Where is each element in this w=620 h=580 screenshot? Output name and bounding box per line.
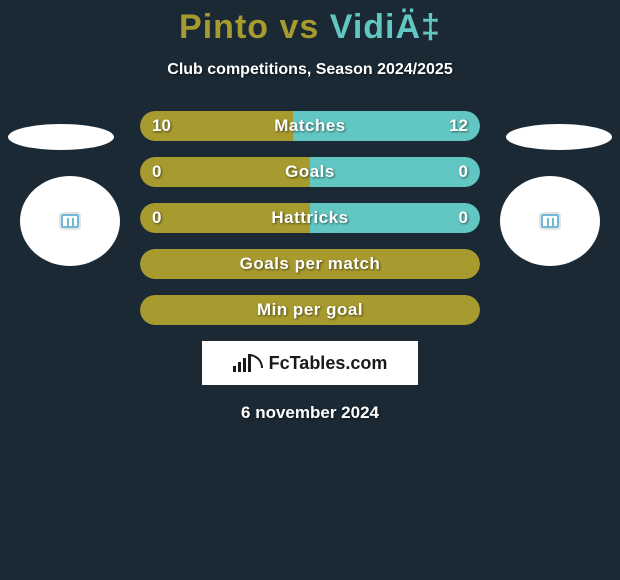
stat-bar: 10 12 Matches <box>140 111 480 141</box>
bar-fill-right <box>310 157 480 187</box>
page-title: Pinto vs VidiÄ‡ <box>0 0 620 47</box>
title-vs: vs <box>269 8 330 46</box>
title-left-name: Pinto <box>179 8 269 46</box>
signal-icon <box>233 354 263 372</box>
placeholder-icon <box>61 214 79 228</box>
bar-label: Matches <box>274 116 346 136</box>
team-left-badge <box>20 176 120 266</box>
date-label: 6 november 2024 <box>0 403 620 423</box>
bar-value-left: 0 <box>152 162 161 182</box>
logo-text: FcTables.com <box>269 353 388 374</box>
stat-bars: 10 12 Matches 0 0 Goals 0 0 Hattricks Goals per m… <box>140 111 480 325</box>
title-right-name: VidiÄ‡ <box>330 8 441 46</box>
stat-bar: Goals per match <box>140 249 480 279</box>
bar-label: Goals <box>285 162 335 182</box>
stat-bar: 0 0 Hattricks <box>140 203 480 233</box>
bar-value-left: 0 <box>152 208 161 228</box>
subtitle: Club competitions, Season 2024/2025 <box>0 61 620 79</box>
team-right-badge <box>500 176 600 266</box>
bar-label: Goals per match <box>240 254 381 274</box>
bar-value-left: 10 <box>152 116 171 136</box>
player-right-ellipse <box>506 124 612 150</box>
fctables-logo[interactable]: FcTables.com <box>202 341 418 385</box>
placeholder-icon <box>541 214 559 228</box>
bar-value-right: 0 <box>459 162 468 182</box>
player-left-ellipse <box>8 124 114 150</box>
stat-bar: Min per goal <box>140 295 480 325</box>
bar-value-right: 0 <box>459 208 468 228</box>
bar-value-right: 12 <box>449 116 468 136</box>
stat-bar: 0 0 Goals <box>140 157 480 187</box>
bar-label: Hattricks <box>271 208 348 228</box>
bar-label: Min per goal <box>257 300 363 320</box>
